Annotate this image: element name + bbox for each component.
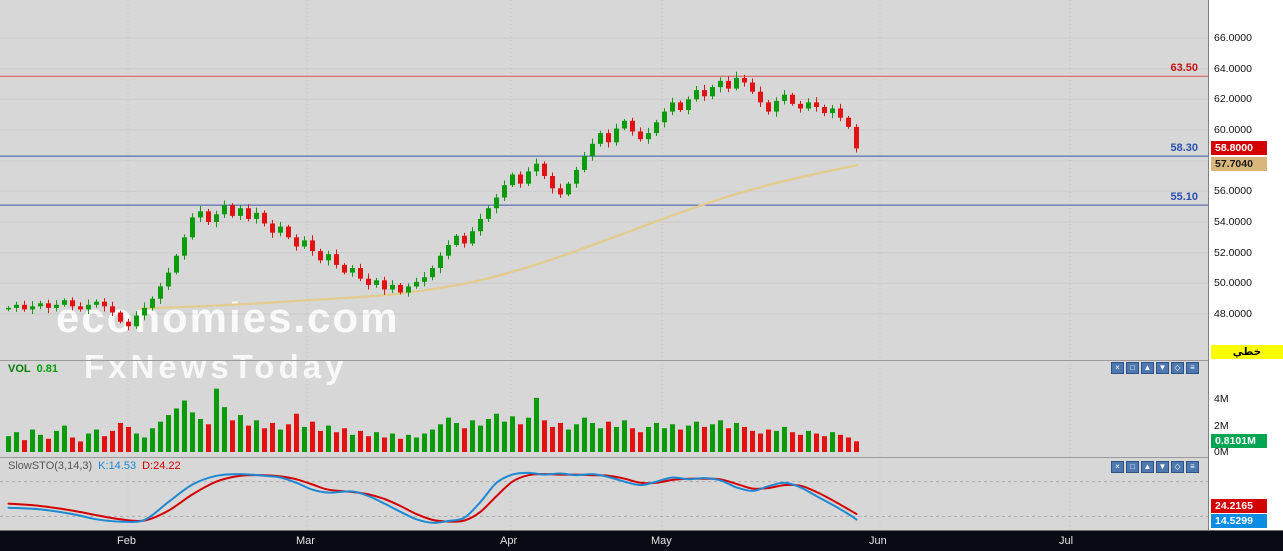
price-axis-label: 52.0000	[1214, 246, 1252, 259]
level-label: 63.50	[1170, 62, 1198, 75]
stochastic-d-value: D:24.22	[142, 460, 181, 472]
panel-arrow-down-button[interactable]: ▼	[1156, 461, 1169, 473]
panel-menu-button[interactable]: ≡	[1186, 362, 1199, 374]
panel-restore-button[interactable]: □	[1126, 362, 1139, 374]
panel-arrow-up-button[interactable]: ▲	[1141, 461, 1154, 473]
panel-arrow-down-button[interactable]: ▼	[1156, 362, 1169, 374]
volume-label-value: 0.81	[36, 363, 59, 375]
volume-stochastic-divider[interactable]	[0, 457, 1208, 458]
stochastic-k-value: K:14.53	[98, 460, 137, 472]
price-axis-label: 62.0000	[1214, 93, 1252, 106]
panel-expand-button[interactable]: ◇	[1171, 461, 1184, 473]
chart-volume-divider[interactable]	[0, 360, 1208, 361]
price-gridlines	[0, 37, 1208, 315]
panel-close-button[interactable]: ×	[1111, 362, 1124, 374]
month-label: Mar	[296, 535, 315, 547]
watermark-fxnewstoday: FxNewsToday	[84, 348, 348, 385]
volume-panel-canvas[interactable]	[0, 360, 1208, 457]
price-axis-label: 54.0000	[1214, 216, 1252, 228]
stochastic-name: SlowSTO(3,14,3)	[8, 460, 93, 472]
moving-average-line	[139, 163, 859, 310]
volume-label-text: VOL	[8, 363, 31, 375]
volume-axis-label: 0M	[1214, 446, 1229, 458]
price-axis-label: 64.0000	[1214, 62, 1252, 75]
volume-value-badge: 0.8101M	[1211, 434, 1267, 448]
price-axis[interactable]: 58.8000 57.7040 خطي 0.8101M 24.2165 14.5…	[1208, 0, 1283, 530]
volume-panel-controls: × □ ▲ ▼ ◇ ≡	[1111, 362, 1199, 374]
level-label: 55.10	[1170, 191, 1198, 204]
panel-arrow-up-button[interactable]: ▲	[1141, 362, 1154, 374]
panel-menu-button[interactable]: ≡	[1186, 461, 1199, 473]
stochastic-k-line	[7, 471, 858, 524]
volume-axis-label: 2M	[1214, 419, 1229, 432]
month-label: Apr	[500, 535, 518, 547]
panel-close-button[interactable]: ×	[1111, 461, 1124, 473]
stochastic-d-badge: 24.2165	[1211, 499, 1267, 513]
scale-type-badge[interactable]: خطي	[1211, 345, 1283, 359]
volume-axis-label: 4M	[1214, 393, 1229, 406]
volume-indicator-label: VOL 0.81	[8, 363, 58, 375]
time-axis[interactable]: Feb Mar Apr May Jun Jul	[0, 530, 1283, 551]
month-label: Feb	[117, 535, 136, 547]
month-label: May	[651, 535, 672, 547]
stochastic-panel-canvas[interactable]	[0, 457, 1208, 530]
price-axis-label: 66.0000	[1214, 32, 1252, 44]
candles-layer	[6, 71, 859, 331]
price-axis-label: 48.0000	[1214, 308, 1252, 320]
level-label: 58.30	[1170, 142, 1198, 155]
stochastic-panel-controls: × □ ▲ ▼ ◇ ≡	[1111, 461, 1199, 473]
panel-expand-button[interactable]: ◇	[1171, 362, 1184, 374]
price-chart-canvas[interactable]	[0, 0, 1208, 360]
month-gridlines	[127, 457, 1071, 530]
price-axis-label: 60.0000	[1214, 124, 1252, 136]
last-price-badge: 58.8000	[1211, 141, 1267, 155]
month-label: Jul	[1059, 535, 1074, 547]
stochastic-indicator-label: SlowSTO(3,14,3) K:14.53 D:24.22	[8, 460, 187, 472]
ma-value-badge: 57.7040	[1211, 157, 1267, 171]
month-gridlines	[127, 0, 1071, 360]
price-axis-label: 56.0000	[1214, 185, 1252, 198]
stochastic-d-line	[7, 473, 858, 523]
month-label: Jun	[869, 535, 887, 547]
price-axis-label: 50.0000	[1214, 277, 1252, 290]
panel-restore-button[interactable]: □	[1126, 461, 1139, 473]
stochastic-k-badge: 14.5299	[1211, 514, 1267, 528]
volume-bars-layer	[6, 388, 859, 452]
